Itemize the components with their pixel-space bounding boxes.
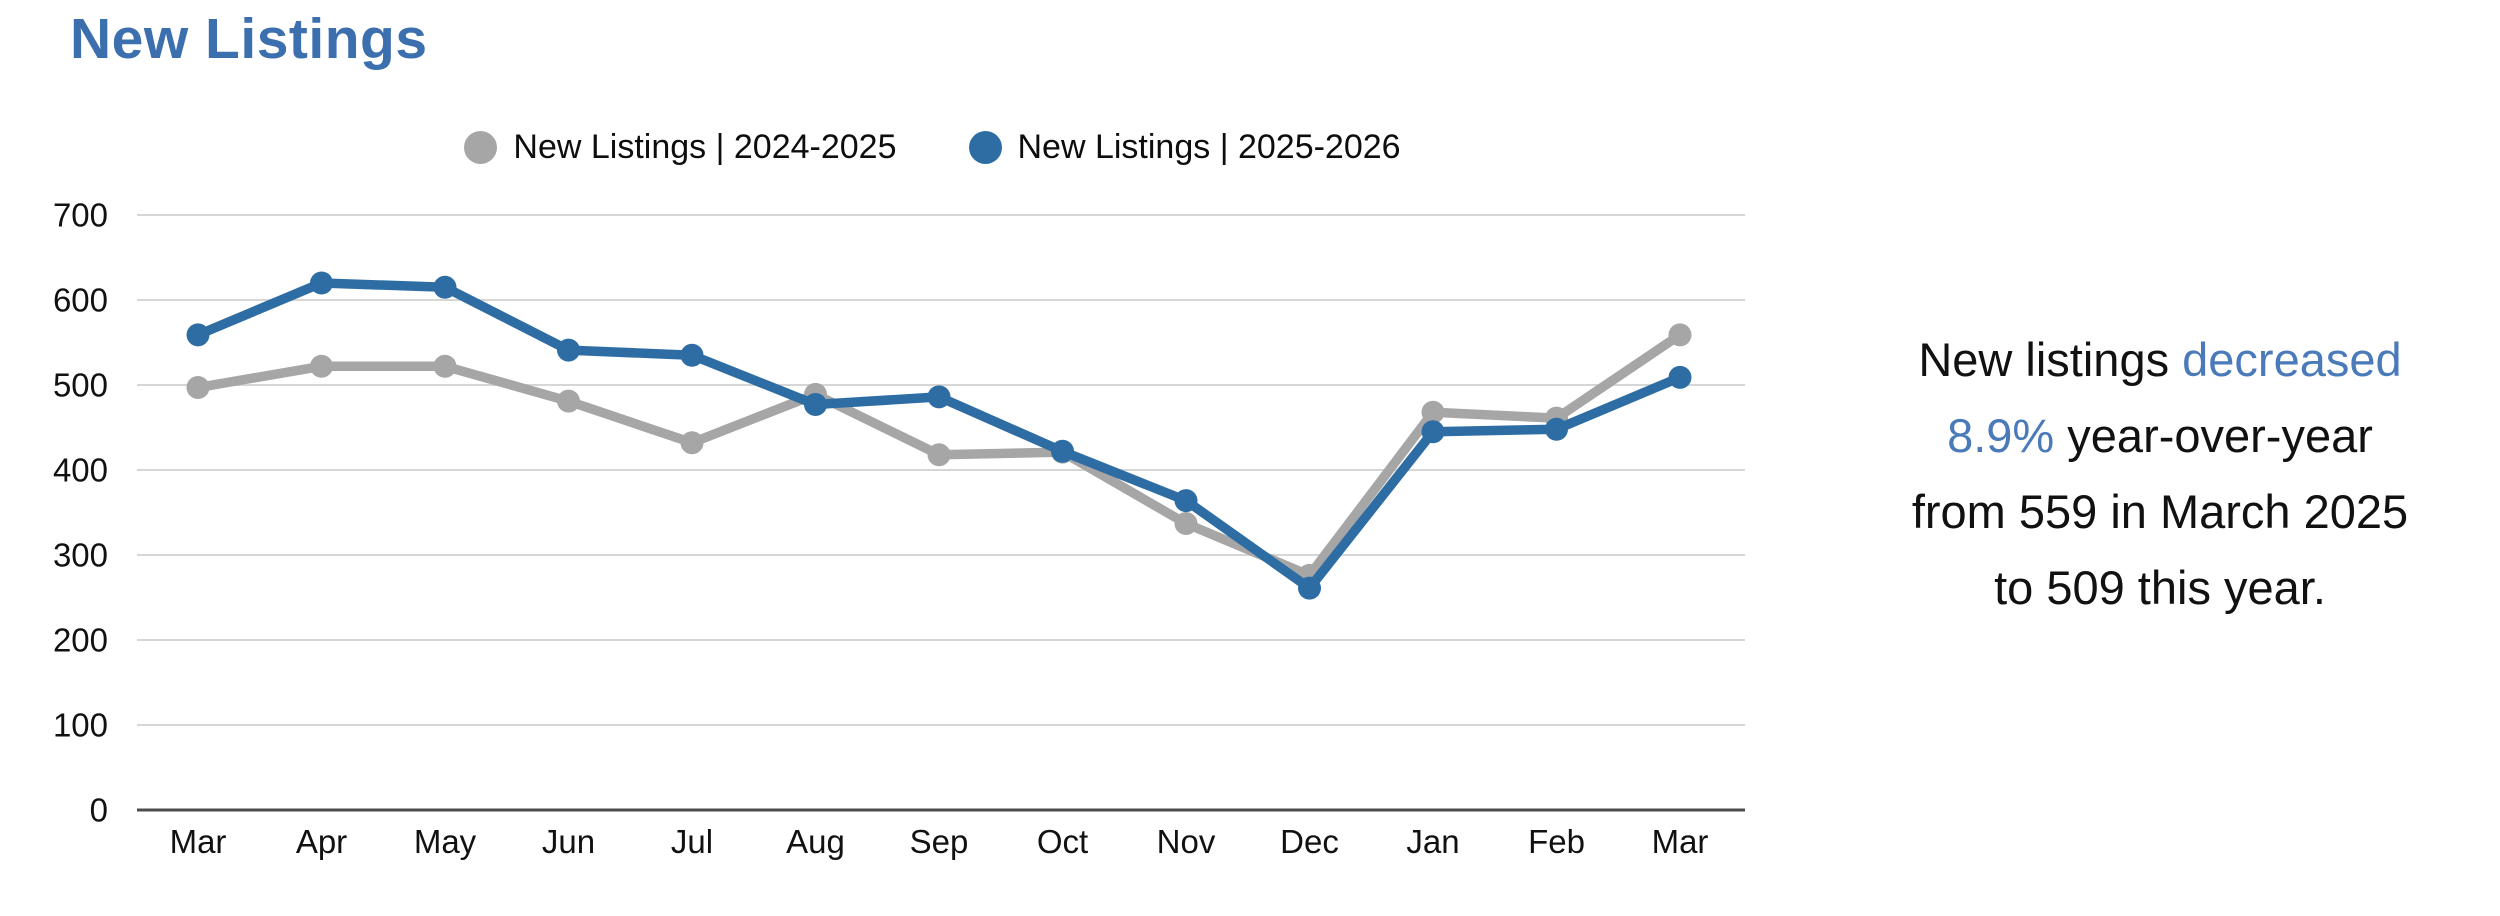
x-axis-tick-label: Jul <box>671 823 713 860</box>
data-point-2024-2025-Nov <box>1174 512 1198 536</box>
annotation-line: 8.9% year-over-year <box>1830 398 2490 474</box>
x-axis-tick-label: Apr <box>296 823 347 860</box>
data-point-2025-2026-Jan <box>1421 420 1445 444</box>
x-axis-tick-label: Feb <box>1528 823 1585 860</box>
legend-item-2024-2025: New Listings | 2024-2025 <box>464 128 897 167</box>
y-axis-tick-label: 700 <box>53 197 108 234</box>
y-axis-tick-label: 300 <box>53 537 108 574</box>
data-point-2025-2026-Mar <box>1668 365 1692 389</box>
legend-label-2024-2025: New Listings | 2024-2025 <box>513 128 897 166</box>
data-point-2025-2026-Jun <box>557 338 580 362</box>
data-point-2024-2025-Apr <box>310 354 333 378</box>
annotation-plain-text: year-over-year <box>2054 409 2373 462</box>
data-point-2025-2026-Nov <box>1174 489 1198 513</box>
chart-legend: New Listings | 2024-2025 New Listings | … <box>140 128 1725 167</box>
x-axis-tick-label: Jan <box>1406 823 1459 860</box>
annotation-accent-text: decreased <box>2182 333 2402 386</box>
x-axis-tick-label: Jun <box>542 823 595 860</box>
data-point-2024-2025-Jan <box>1421 400 1445 424</box>
annotation-plain-text: to 509 this year. <box>1994 561 2326 614</box>
y-axis-tick-label: 100 <box>53 707 108 744</box>
chart-title: New Listings <box>70 7 428 71</box>
data-point-2024-2025-Sep <box>927 443 951 467</box>
annotation-plain-text: from 559 in March 2025 <box>1911 485 2409 538</box>
legend-label-2025-2026: New Listings | 2025-2026 <box>1017 128 1401 166</box>
series-line-2025-2026 <box>193 278 1685 593</box>
annotation-line: to 509 this year. <box>1830 550 2490 626</box>
annotation-text: New listings decreased 8.9% year-over-yea… <box>1830 322 2490 626</box>
annotation-accent-text: 8.9% <box>1947 409 2055 462</box>
legend-item-2025-2026: New Listings | 2025-2026 <box>968 128 1401 167</box>
x-axis-tick-label: Nov <box>1157 823 1216 860</box>
x-axis-tick-label: Mar <box>1652 823 1709 860</box>
y-axis-tick-label: 400 <box>53 452 108 489</box>
data-point-2025-2026-Aug <box>804 393 827 417</box>
annotation-line: New listings decreased <box>1830 322 2490 398</box>
data-point-2025-2026-Feb <box>1545 417 1568 441</box>
x-axis-tick-label: May <box>414 823 477 860</box>
data-point-2024-2025-Mar <box>186 376 210 400</box>
data-point-2025-2026-Jul <box>680 343 704 367</box>
x-axis-tick-label: Sep <box>910 823 969 860</box>
legend-dot-2024-2025-icon <box>464 131 498 164</box>
x-axis-tick-label: Oct <box>1037 823 1088 860</box>
y-axis-tick-label: 200 <box>53 622 108 659</box>
data-point-2024-2025-Jun <box>557 389 580 413</box>
data-point-2024-2025-Jul <box>680 431 704 455</box>
x-axis-tick-label: Dec <box>1280 823 1339 860</box>
y-axis-tick-label: 0 <box>90 792 108 829</box>
x-axis-tick-label: Mar <box>170 823 227 860</box>
data-point-2025-2026-Oct <box>1051 439 1074 463</box>
data-point-2025-2026-Dec <box>1298 576 1321 600</box>
data-point-2025-2026-Sep <box>927 385 951 409</box>
line-chart: 0 100 200 300 400 500 600 700 Mar Apr May Jun Jul Aug… <box>53 197 1745 860</box>
y-axis-tick-label: 500 <box>53 367 108 404</box>
data-point-2025-2026-Mar <box>186 323 210 347</box>
data-point-2024-2025-May <box>433 354 457 378</box>
annotation-line: from 559 in March 2025 <box>1830 474 2490 550</box>
annotation-plain-text: New listings <box>1918 333 2183 386</box>
data-point-2025-2026-Apr <box>310 271 333 295</box>
x-axis-tick-label: Aug <box>786 823 845 860</box>
data-point-2025-2026-May <box>433 275 457 299</box>
y-axis-tick-label: 600 <box>53 282 108 319</box>
data-point-2024-2025-Mar <box>1668 323 1692 347</box>
legend-dot-2025-2026-icon <box>968 131 1002 164</box>
